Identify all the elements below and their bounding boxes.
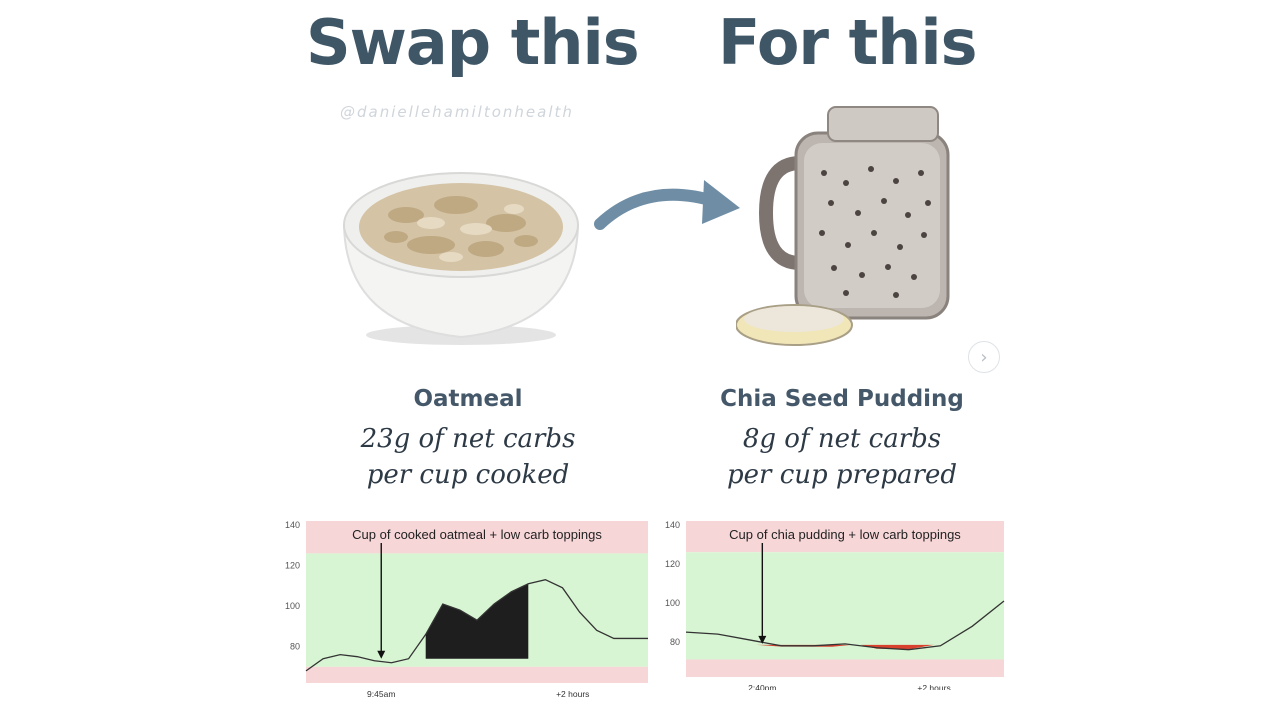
meal-marker-arrowhead (758, 635, 767, 644)
swap-this-heading: Swap this (306, 6, 640, 79)
y-tick-label: 120 (285, 561, 300, 571)
chia-carbs-line2: per cup prepared (726, 460, 957, 490)
high-range-band (686, 521, 1004, 553)
y-tick-label: 140 (665, 520, 680, 530)
high-range-band (306, 521, 648, 554)
x-tick-label: +2 hours (917, 683, 950, 690)
low-range-band (306, 666, 648, 683)
oatmeal-glucose-chart: 140 120 100 80 Cup of cooked oatmeal + low c… (285, 520, 649, 699)
y-tick-label: 80 (290, 642, 300, 652)
chia-glucose-chart: 140 120 100 80 Cup of chia pudding + low car… (665, 520, 1005, 690)
x-tick-label: 2:40pm (748, 683, 776, 690)
oatmeal-title: Oatmeal (413, 386, 523, 412)
curved-arrow-icon (594, 180, 740, 230)
x-tick-label: +2 hours (556, 689, 589, 699)
y-tick-label: 100 (285, 601, 300, 611)
chevron-right-icon: › (980, 346, 988, 368)
chia-pudding-jar-image (736, 106, 950, 346)
author-handle: @daniellehamiltonhealth (340, 103, 574, 121)
y-tick-label: 100 (665, 598, 680, 608)
chia-pudding-title: Chia Seed Pudding (720, 386, 964, 412)
x-tick-label: 9:45am (367, 689, 395, 699)
y-tick-label: 80 (670, 637, 680, 647)
chart-title: Cup of chia pudding + low carb toppings (729, 527, 961, 542)
chia-carbs-line1: 8g of net carbs (742, 424, 942, 454)
for-this-heading: For this (718, 6, 978, 79)
oatmeal-carbs-line2: per cup cooked (366, 460, 570, 490)
chart-title: Cup of cooked oatmeal + low carb topping… (352, 527, 602, 542)
meal-marker-arrowhead (377, 650, 386, 659)
low-range-band (686, 659, 1004, 677)
oatmeal-bowl-image (342, 172, 580, 345)
y-tick-label: 120 (665, 559, 680, 569)
oatmeal-carbs-line1: 23g of net carbs (360, 424, 576, 454)
next-slide-button[interactable]: › (968, 341, 1000, 373)
y-tick-label: 140 (285, 520, 300, 530)
glucose-spike-area (425, 583, 529, 659)
target-range-band (686, 552, 1004, 660)
